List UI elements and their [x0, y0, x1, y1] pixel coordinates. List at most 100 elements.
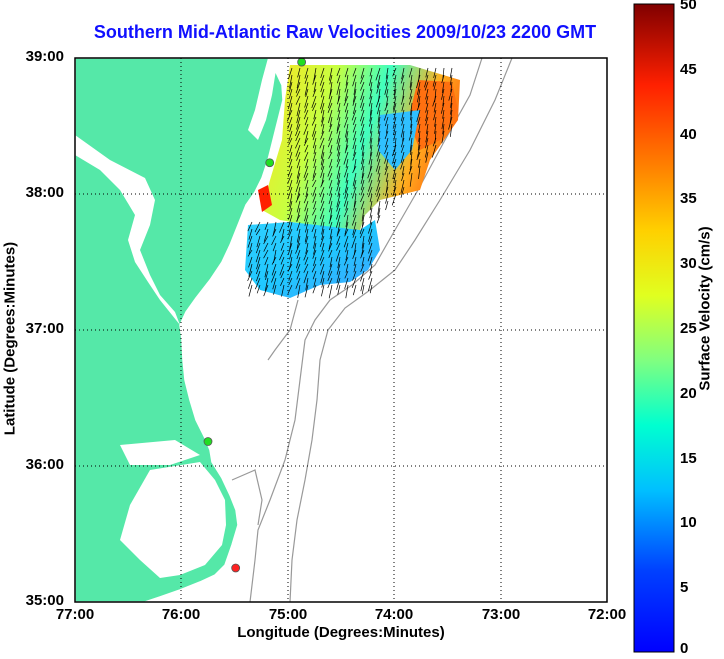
- velocity-arrow: [344, 81, 349, 93]
- velocity-arrow: [369, 256, 373, 266]
- velocity-arrow: [351, 109, 357, 121]
- colorbar-tick-label: 10: [680, 514, 697, 531]
- velocity-arrow: [247, 235, 253, 248]
- velocity-arrow: [376, 81, 381, 94]
- velocity-arrow: [369, 67, 373, 77]
- velocity-arrow: [256, 270, 261, 282]
- velocity-arrow: [369, 130, 373, 144]
- velocity-arrow: [296, 214, 301, 222]
- velocity-arrow: [289, 235, 293, 250]
- velocity-arrow: [410, 102, 413, 116]
- velocity-arrow: [312, 284, 317, 294]
- velocity-arrow: [368, 242, 373, 254]
- velocity-arrow: [418, 165, 421, 180]
- velocity-arrow: [402, 88, 405, 101]
- velocity-arrow: [248, 242, 253, 255]
- velocity-arrow: [425, 109, 429, 122]
- velocity-arrow: [416, 151, 421, 161]
- velocity-arrow: [319, 137, 325, 149]
- velocity-arrow: [328, 130, 333, 142]
- velocity-arrow: [255, 277, 261, 290]
- velocity-arrow: [295, 95, 301, 105]
- velocity-arrow: [305, 235, 309, 245]
- velocity-arrow: [280, 256, 285, 265]
- velocity-arrow: [248, 284, 253, 297]
- velocity-arrow: [296, 151, 301, 161]
- velocity-arrow: [321, 123, 325, 134]
- velocity-arrow: [304, 214, 309, 226]
- velocity-arrow: [264, 263, 269, 278]
- velocity-arrow: [305, 158, 309, 168]
- velocity-arrow: [367, 165, 373, 179]
- velocity-arrow: [410, 151, 413, 165]
- velocity-arrow: [359, 221, 365, 235]
- velocity-arrow: [359, 228, 365, 239]
- velocity-arrow: [401, 116, 405, 126]
- velocity-arrow: [408, 95, 413, 105]
- velocity-arrow: [361, 137, 365, 150]
- velocity-arrow: [344, 270, 349, 279]
- velocity-arrow: [344, 228, 349, 237]
- velocity-arrow: [425, 137, 429, 149]
- delaware-bay: [248, 58, 276, 140]
- velocity-arrow: [296, 270, 301, 280]
- colorbar-tick-label: 35: [680, 190, 697, 207]
- velocity-arrow: [360, 130, 365, 143]
- velocity-arrow: [352, 284, 357, 296]
- velocity-arrow: [400, 151, 405, 164]
- velocity-arrow: [263, 284, 269, 297]
- velocity-arrow: [361, 214, 365, 227]
- velocity-arrow: [368, 228, 373, 242]
- velocity-arrow: [351, 186, 357, 199]
- velocity-arrow: [384, 116, 389, 127]
- velocity-arrow: [273, 284, 277, 295]
- velocity-arrow: [295, 137, 301, 149]
- velocity-arrow: [288, 277, 293, 286]
- velocity-arrow: [377, 200, 381, 215]
- velocity-arrow: [336, 130, 341, 144]
- velocity-arrow: [401, 172, 405, 181]
- velocity-arrow: [288, 179, 293, 191]
- velocity-arrow: [263, 228, 269, 242]
- velocity-arrow: [327, 165, 333, 177]
- velocity-arrow: [352, 221, 357, 236]
- velocity-arrow: [417, 95, 421, 108]
- velocity-arrow: [345, 284, 349, 299]
- velocity-arrow: [327, 270, 333, 282]
- velocity-arrow: [417, 116, 421, 126]
- velocity-arrow: [441, 88, 445, 100]
- velocity-arrow: [450, 102, 453, 115]
- velocity-arrow: [320, 88, 325, 98]
- velocity-arrow: [288, 270, 293, 281]
- velocity-arrow: [313, 277, 317, 288]
- colorbar-tick-label: 30: [680, 255, 697, 272]
- velocity-arrow: [287, 228, 293, 240]
- velocity-arrow: [289, 200, 293, 211]
- velocity-arrow: [368, 235, 373, 245]
- velocity-arrow: [328, 109, 333, 124]
- velocity-arrow: [337, 186, 341, 197]
- velocity-arrow: [328, 249, 333, 259]
- velocity-arrow: [329, 158, 333, 168]
- velocity-arrow: [296, 221, 301, 232]
- velocity-arrow: [329, 256, 333, 268]
- velocity-arrow: [336, 179, 341, 192]
- velocity-arrow: [425, 130, 429, 143]
- velocity-arrow: [281, 284, 285, 297]
- velocity-arrow: [296, 109, 301, 124]
- velocity-arrow: [328, 88, 333, 100]
- velocity-arrow: [321, 109, 325, 123]
- colorbar-tick-label: 20: [680, 385, 697, 402]
- velocity-arrow: [304, 102, 309, 113]
- velocity-arrow: [409, 172, 413, 187]
- velocity-arrow: [449, 67, 453, 79]
- velocity-arrow: [400, 137, 405, 148]
- velocity-arrow: [377, 109, 381, 123]
- station-marker: [203, 437, 213, 446]
- velocity-arrow: [385, 67, 389, 79]
- velocity-arrow: [320, 151, 325, 166]
- velocity-arrow: [385, 95, 389, 107]
- velocity-arrow: [328, 235, 333, 250]
- velocity-arrow: [352, 207, 357, 218]
- velocity-arrow: [401, 81, 405, 91]
